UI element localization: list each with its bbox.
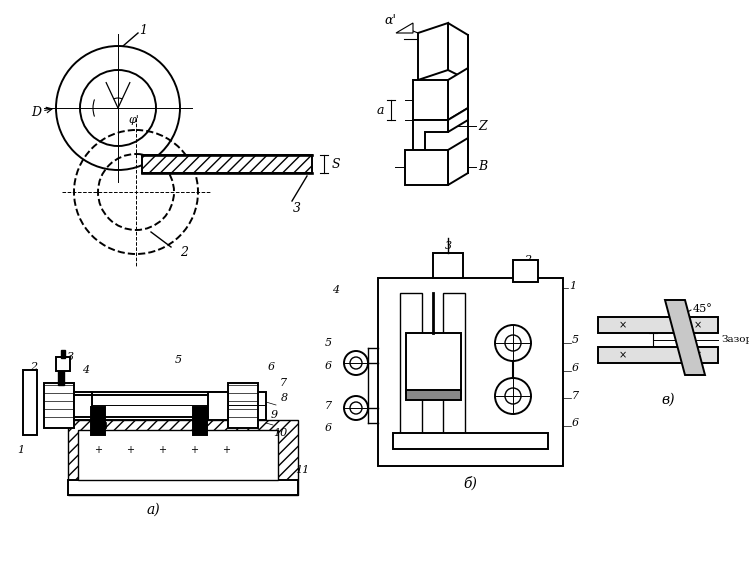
Text: ×: ×: [55, 410, 63, 420]
Text: 6: 6: [324, 361, 332, 371]
Bar: [74, 392, 92, 420]
Text: +: +: [158, 445, 166, 455]
Text: Z: Z: [479, 120, 488, 133]
Text: 2: 2: [524, 255, 532, 265]
Text: S: S: [332, 157, 341, 170]
Text: 2: 2: [31, 362, 37, 372]
Text: ×: ×: [619, 320, 627, 330]
Text: 10: 10: [273, 428, 287, 438]
Text: +: +: [190, 445, 198, 455]
Text: α': α': [384, 14, 396, 27]
Bar: [193, 407, 207, 435]
Text: Зазор: Зазор: [721, 336, 749, 345]
Polygon shape: [665, 300, 705, 375]
Text: φ': φ': [129, 115, 139, 125]
Bar: [433, 253, 463, 278]
Text: +: +: [222, 445, 230, 455]
Bar: [513, 260, 538, 282]
Bar: [61, 350, 65, 358]
Polygon shape: [396, 23, 413, 33]
Text: ×: ×: [239, 395, 247, 405]
Text: 5: 5: [175, 355, 181, 365]
Bar: [91, 407, 105, 435]
Text: 5: 5: [571, 335, 578, 345]
Text: в): в): [661, 393, 675, 407]
Text: +: +: [94, 445, 102, 455]
Text: 1: 1: [17, 445, 25, 455]
Polygon shape: [448, 23, 468, 80]
Text: B: B: [479, 161, 488, 174]
Text: 3: 3: [444, 241, 452, 251]
Text: 7: 7: [279, 378, 287, 388]
Polygon shape: [448, 138, 468, 185]
Text: ×: ×: [521, 266, 529, 276]
Text: а): а): [146, 503, 160, 517]
Text: ×: ×: [619, 350, 627, 360]
Text: ×: ×: [239, 410, 247, 420]
Text: ×: ×: [694, 320, 702, 330]
Text: 7: 7: [571, 391, 578, 401]
Bar: [406, 390, 461, 400]
Bar: [196, 422, 204, 428]
Bar: [393, 433, 548, 449]
Bar: [44, 383, 74, 428]
Text: 3: 3: [67, 352, 73, 362]
Bar: [413, 80, 448, 120]
Bar: [58, 365, 64, 385]
Bar: [56, 357, 70, 371]
Text: 1: 1: [569, 281, 577, 291]
Text: 3: 3: [293, 201, 301, 214]
Bar: [378, 278, 563, 466]
Text: 6: 6: [267, 362, 275, 372]
Bar: [406, 333, 461, 393]
Polygon shape: [598, 347, 718, 363]
Bar: [91, 392, 266, 420]
Text: 45°: 45°: [693, 304, 713, 314]
Polygon shape: [598, 317, 718, 333]
Bar: [443, 293, 465, 438]
Bar: [228, 383, 258, 428]
Bar: [400, 293, 422, 438]
Bar: [23, 370, 37, 435]
Bar: [142, 155, 312, 173]
Text: ×: ×: [55, 395, 63, 405]
Text: 9: 9: [270, 410, 278, 420]
Text: 4: 4: [82, 365, 90, 375]
Text: 2: 2: [180, 245, 188, 258]
Text: 4: 4: [333, 285, 339, 295]
Polygon shape: [413, 120, 448, 150]
Text: 8: 8: [280, 393, 288, 403]
Text: a: a: [376, 104, 383, 117]
Bar: [68, 420, 298, 495]
Text: 6: 6: [571, 363, 578, 373]
Text: 6: 6: [571, 418, 578, 428]
Text: ×: ×: [694, 350, 702, 360]
Bar: [405, 150, 448, 185]
Text: 6: 6: [324, 423, 332, 433]
Polygon shape: [448, 68, 468, 120]
Polygon shape: [448, 108, 468, 132]
Text: б): б): [463, 477, 477, 491]
Bar: [68, 480, 298, 495]
Bar: [78, 430, 278, 480]
Text: 11: 11: [295, 465, 309, 475]
Text: 1: 1: [139, 24, 147, 37]
Text: +: +: [126, 445, 134, 455]
Polygon shape: [418, 23, 448, 80]
Text: D: D: [31, 107, 41, 120]
Bar: [208, 392, 228, 420]
Bar: [98, 422, 106, 428]
Text: 5: 5: [324, 338, 332, 348]
Text: 7: 7: [324, 401, 332, 411]
